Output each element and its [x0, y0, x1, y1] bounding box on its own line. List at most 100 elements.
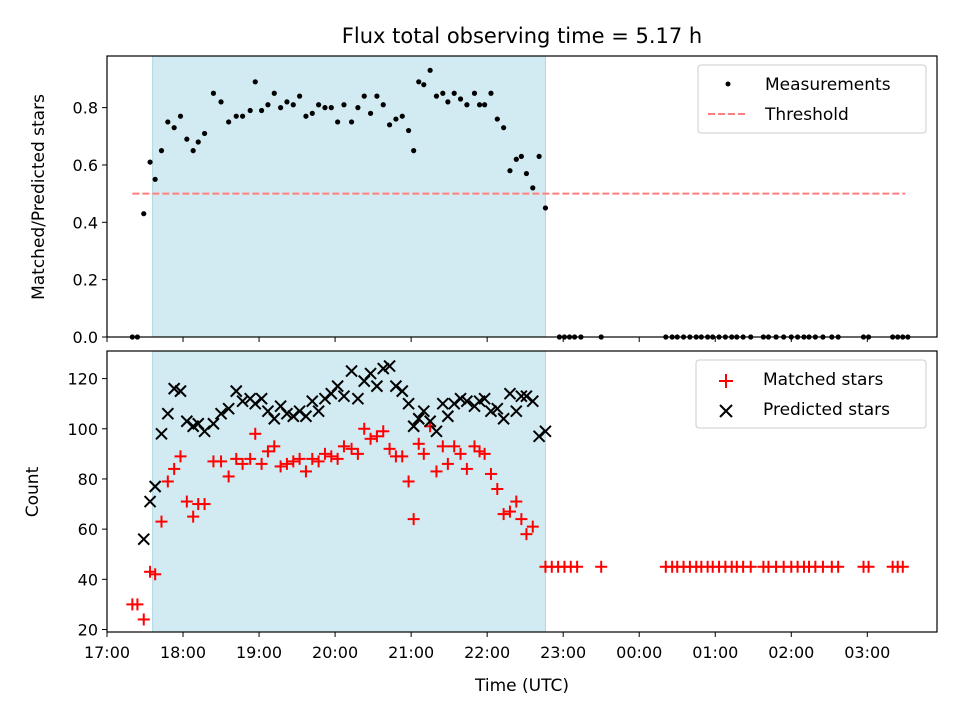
- matched-star-point: [249, 427, 262, 440]
- predicted-star-point: [510, 405, 523, 418]
- matched-star-point: [299, 465, 312, 478]
- y-tick-label: 40: [78, 570, 98, 589]
- x-tick-label: 00:00: [616, 643, 662, 662]
- predicted-star-point: [161, 407, 175, 420]
- y-tick-label: 60: [78, 520, 98, 539]
- bottom-x-axis-ticks: 17:00 18:00 19:00 20:00 21:00 22:00 23:00 00:00…: [84, 632, 890, 662]
- x-tick-label: 17:00: [84, 643, 130, 662]
- matched-star-point: [454, 447, 467, 460]
- matched-star-point: [484, 467, 497, 480]
- x-tick-label: 21:00: [388, 643, 434, 662]
- predicted-star-point: [280, 407, 294, 420]
- matched-star-point: [497, 508, 510, 521]
- matched-star-point: [187, 510, 200, 523]
- predicted-star-point: [370, 379, 384, 393]
- predicted-star-point: [312, 405, 325, 418]
- matched-star-point: [407, 513, 420, 526]
- measurement-point: [513, 156, 519, 162]
- measurement-point: [239, 113, 246, 119]
- matched-star-point: [168, 462, 181, 475]
- measurement-point: [210, 90, 217, 96]
- predicted-star-point: [436, 397, 450, 410]
- measurement-point: [152, 176, 158, 182]
- measurement-point: [195, 139, 201, 145]
- measurement-point: [341, 102, 347, 108]
- measurement-point: [386, 122, 393, 128]
- measurement-point: [184, 136, 190, 142]
- matched-star-point: [383, 442, 396, 455]
- measurement-point: [367, 110, 374, 116]
- predicted-star-point: [454, 392, 467, 405]
- matched-star-point: [318, 447, 331, 460]
- matched-star-point: [491, 482, 504, 495]
- matched-star-point: [174, 450, 187, 463]
- matched-star-point: [358, 422, 371, 435]
- predicted-star-point: [345, 364, 358, 378]
- matched-star-point: [441, 457, 454, 470]
- matched-star-point: [325, 450, 338, 463]
- legend-matched-marker: [719, 374, 733, 388]
- matched-star-point: [473, 445, 486, 458]
- measurement-point: [380, 102, 386, 108]
- matched-star-point: [255, 457, 268, 470]
- measurement-point: [494, 116, 500, 122]
- matched-star-point: [149, 568, 162, 581]
- measurement-point: [147, 159, 153, 165]
- star-counts-layer: [126, 359, 909, 626]
- predicted-star-point: [503, 387, 517, 400]
- measurement-point: [355, 105, 361, 111]
- top-observing-window: [152, 55, 546, 338]
- predicted-star-point: [222, 402, 235, 415]
- measurement-point: [518, 153, 524, 159]
- predicted-star-point: [155, 427, 168, 441]
- matched-star-point: [460, 462, 473, 475]
- predicted-star-point: [491, 402, 504, 415]
- legend-measurements-label: Measurements: [765, 75, 891, 95]
- matched-star-point: [268, 440, 281, 453]
- predicted-star-point: [207, 417, 220, 430]
- y-tick-label: 120: [67, 370, 98, 389]
- measurement-point: [361, 93, 367, 99]
- x-tick-label: 01:00: [692, 643, 738, 662]
- measurement-point: [322, 105, 328, 111]
- matched-star-point: [526, 520, 539, 533]
- matched-star-point: [571, 560, 584, 573]
- matched-star-point: [180, 495, 193, 508]
- matched-star-point: [351, 447, 364, 460]
- matched-star-point: [274, 460, 287, 473]
- matched-star-point: [896, 560, 909, 573]
- measurement-point: [433, 93, 440, 99]
- matched-star-point: [377, 425, 390, 438]
- matched-star-point: [287, 455, 300, 468]
- matched-star-point: [402, 475, 415, 488]
- matched-star-point: [144, 565, 157, 578]
- measurement-point: [171, 125, 177, 131]
- measurement-point: [536, 153, 542, 159]
- matched-star-point: [293, 452, 306, 465]
- measurement-point: [507, 168, 513, 174]
- measurement-point: [348, 119, 355, 125]
- measurement-point: [284, 99, 290, 105]
- matched-star-point: [337, 440, 350, 453]
- predicted-star-point: [148, 480, 162, 493]
- matched-star-point: [478, 447, 491, 460]
- x-tick-label: 23:00: [540, 643, 586, 662]
- matched-star-point: [510, 495, 523, 508]
- measurement-point: [374, 93, 380, 99]
- y-tick-label: 0.0: [73, 328, 98, 347]
- x-axis-label: Time (UTC): [474, 676, 569, 696]
- measurement-point: [252, 79, 258, 85]
- measurement-point: [218, 99, 224, 105]
- bottom-legend-box: [695, 359, 927, 429]
- matched-star-point: [503, 505, 516, 518]
- predicted-star-point: [497, 412, 510, 425]
- predicted-star-point: [351, 392, 365, 405]
- matched-star-point: [306, 452, 319, 465]
- predicted-star-point: [377, 362, 390, 375]
- matched-star-point: [331, 452, 344, 465]
- predicted-star-point: [412, 412, 425, 425]
- predicted-star-point: [167, 382, 181, 395]
- measurement-point: [258, 107, 265, 114]
- y-tick-label: 80: [78, 470, 98, 489]
- matched-star-point: [396, 450, 409, 463]
